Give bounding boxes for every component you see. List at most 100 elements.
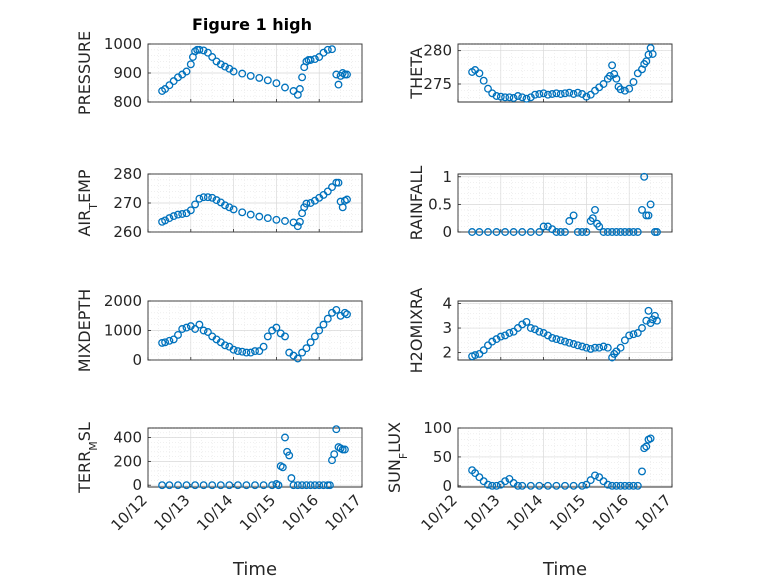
data-point xyxy=(343,195,351,204)
data-point xyxy=(199,481,208,490)
data-point xyxy=(340,445,349,454)
y-tick-label: 200 xyxy=(113,452,142,470)
data-point xyxy=(612,481,621,490)
data-point xyxy=(158,481,167,490)
data-point xyxy=(501,331,510,340)
data-point xyxy=(573,88,582,97)
data-point xyxy=(246,348,255,357)
data-point xyxy=(229,205,238,214)
axes-frame xyxy=(457,43,673,103)
y-tick-label: 800 xyxy=(113,93,142,111)
y-tick-label: 260 xyxy=(113,223,142,241)
data-point xyxy=(471,469,480,478)
data-point xyxy=(642,211,651,220)
data-point xyxy=(293,481,302,490)
axes-pressure: 800 900 1000 PRESSURE xyxy=(75,31,363,115)
x-axis-label: Time xyxy=(542,559,587,580)
data-point xyxy=(561,228,569,236)
data-point xyxy=(610,349,619,358)
data-point xyxy=(263,332,272,341)
data-point xyxy=(633,481,642,490)
data-point xyxy=(535,327,544,336)
data-point xyxy=(186,60,195,69)
data-point xyxy=(298,348,307,357)
data-point xyxy=(629,78,638,86)
data-point xyxy=(518,228,527,236)
data-point xyxy=(620,336,629,345)
data-point xyxy=(605,72,614,80)
y-label-part: AIR xyxy=(75,210,94,237)
y-label-part: LUX xyxy=(385,422,404,453)
data-point xyxy=(225,203,234,212)
data-point xyxy=(582,480,591,489)
data-point xyxy=(644,211,653,220)
data-point xyxy=(644,306,653,315)
data-point xyxy=(259,481,268,490)
data-point xyxy=(221,341,229,350)
data-point xyxy=(638,205,646,214)
data-point xyxy=(501,228,510,236)
data-point xyxy=(293,354,302,363)
y-label-subscript: T xyxy=(87,203,100,211)
data-point xyxy=(281,332,289,341)
axes-frame xyxy=(457,300,673,361)
y-tick-label: 1000 xyxy=(104,35,142,53)
data-point xyxy=(323,45,332,54)
data-point xyxy=(569,211,578,220)
y-label-part: SUN xyxy=(385,459,404,493)
data-point xyxy=(552,228,561,236)
data-point xyxy=(616,228,625,236)
y-tick-label: 2 xyxy=(442,344,452,362)
data-point xyxy=(338,445,347,454)
axes-h2omixra: 2 3 4 H2OMIXRA xyxy=(407,288,673,373)
data-point xyxy=(620,481,629,490)
axes-rainfall: 0 0.5 1 RAINFALL xyxy=(407,166,673,241)
data-point xyxy=(625,84,634,93)
data-point xyxy=(221,62,229,71)
data-point xyxy=(548,333,557,342)
data-point xyxy=(191,47,200,56)
data-point xyxy=(281,217,289,225)
data-point xyxy=(539,329,548,337)
data-point xyxy=(653,316,661,325)
axes-frame xyxy=(147,43,363,103)
data-point xyxy=(526,228,535,236)
data-point xyxy=(616,343,625,352)
data-point xyxy=(578,481,587,490)
data-point xyxy=(203,48,212,57)
data-point xyxy=(242,481,251,490)
y-tick-label: 1000 xyxy=(104,322,142,340)
data-point xyxy=(229,67,238,76)
data-point xyxy=(484,84,492,93)
data-point xyxy=(255,212,264,221)
data-point xyxy=(278,463,287,472)
data-point xyxy=(640,172,649,181)
data-point xyxy=(208,53,217,61)
data-point xyxy=(186,206,195,215)
data-point xyxy=(178,325,187,333)
data-point xyxy=(569,90,578,98)
data-point xyxy=(334,178,343,187)
data-point xyxy=(539,89,548,98)
data-point xyxy=(169,335,178,344)
data-point xyxy=(578,342,587,351)
data-point xyxy=(203,328,212,336)
data-point xyxy=(496,332,505,341)
data-point xyxy=(539,222,548,231)
data-point xyxy=(644,50,653,59)
data-point xyxy=(608,228,617,236)
data-point xyxy=(468,228,477,236)
data-point xyxy=(625,481,634,490)
data-point xyxy=(496,92,505,101)
data-point xyxy=(281,83,289,92)
data-point xyxy=(281,433,289,442)
data-point xyxy=(612,74,621,83)
data-point xyxy=(484,228,492,236)
data-point xyxy=(608,481,617,490)
data-point xyxy=(272,323,281,332)
data-point xyxy=(306,481,315,490)
data-point xyxy=(610,70,619,78)
data-point xyxy=(475,473,484,482)
data-point xyxy=(238,208,247,217)
data-point xyxy=(616,481,625,490)
